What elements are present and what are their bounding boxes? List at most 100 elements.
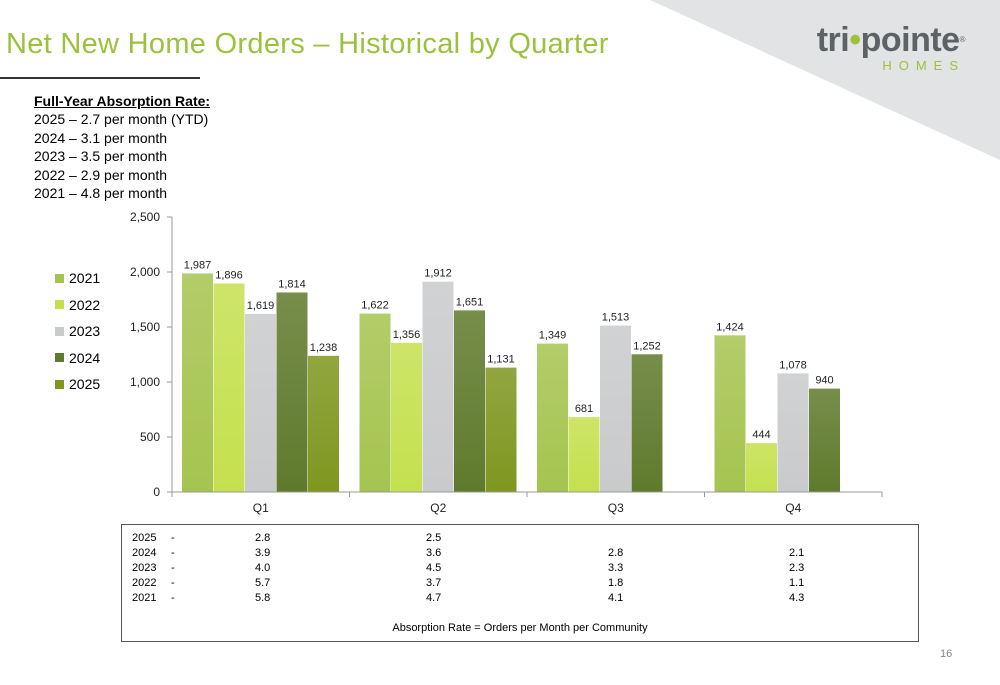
data-label: 681	[575, 403, 593, 415]
bar-2024-q4	[809, 388, 840, 492]
y-tick-label: 500	[140, 430, 160, 444]
table-dash: -	[171, 592, 175, 604]
absorption-line: 2022 – 2.9 per month	[34, 166, 168, 183]
bar-2022-q1	[213, 283, 245, 492]
x-tick-label: Q3	[608, 501, 624, 515]
data-label: 940	[815, 375, 833, 387]
table-row: 2025 - 2.8 2.5	[122, 532, 918, 546]
bar-2023-q3	[600, 325, 631, 492]
legend-label: 2024	[69, 349, 101, 366]
chart-legend: 2021 2022 2023 2024 2025	[55, 265, 100, 398]
data-label: 1,424	[716, 321, 744, 333]
table-value-q3: 2.8	[608, 547, 624, 559]
data-label: 1,619	[247, 300, 275, 312]
legend-swatch	[55, 326, 64, 336]
data-label: 1,252	[633, 340, 661, 352]
logo-text-tri: tri	[816, 21, 850, 59]
table-value-q2: 4.7	[426, 592, 442, 604]
logo-text-homes: HOMES	[882, 58, 965, 73]
table-value-q1: 3.9	[255, 547, 271, 559]
table-value-q4: 2.3	[789, 562, 805, 574]
table-dash: -	[171, 547, 175, 559]
table-value-q1: 5.8	[255, 592, 271, 604]
table-row: 2021 - 5.8 4.7 4.1 4.3	[122, 592, 918, 606]
absorption-heading: Full-Year Absorption Rate:	[34, 93, 211, 109]
legend-item-2023: 2023	[55, 318, 100, 345]
absorption-line: 2024 – 3.1 per month	[34, 129, 168, 146]
data-label: 1,896	[215, 269, 243, 281]
bar-2025-q1	[308, 355, 339, 492]
legend-swatch	[55, 273, 64, 283]
table-dash: -	[171, 562, 175, 574]
x-tick-label: Q4	[785, 501, 801, 515]
bar-2024-q2	[454, 310, 485, 492]
logo-registered: ®	[959, 35, 966, 44]
table-row: 2024 - 3.9 3.6 2.8 2.1	[122, 547, 918, 561]
table-value-q2: 2.5	[426, 532, 442, 544]
tri-pointe-logo: tri•pointe® HOMES	[816, 21, 966, 73]
data-label: 1,356	[393, 329, 421, 341]
legend-swatch	[55, 300, 64, 310]
table-footnote: Absorption Rate = Orders per Month per C…	[392, 622, 648, 634]
legend-label: 2025	[69, 376, 101, 393]
y-tick-label: 1,500	[130, 320, 160, 334]
bar-2021-q3	[537, 343, 568, 492]
page-number: 16	[940, 648, 953, 660]
table-value-q3: 3.3	[608, 562, 624, 574]
table-value-q2: 3.7	[426, 577, 442, 589]
data-label: 1,622	[361, 300, 389, 312]
table-year: 2021	[132, 592, 157, 604]
legend-label: 2021	[69, 270, 101, 287]
absorption-rate-table: 2025 - 2.8 2.5 2024 - 3.9 3.6 2.8 2.1 20…	[121, 524, 919, 642]
table-year: 2023	[132, 562, 157, 574]
legend-label: 2023	[69, 323, 101, 340]
bar-2021-q1	[182, 273, 213, 492]
bar-2025-q2	[485, 367, 517, 492]
y-tick-label: 0	[153, 485, 160, 499]
table-value-q1: 4.0	[255, 562, 271, 574]
data-label: 444	[752, 429, 770, 441]
bar-2021-q4	[714, 335, 746, 492]
data-label: 1,349	[539, 330, 567, 342]
absorption-line: 2021 – 4.8 per month	[34, 185, 168, 202]
logo-text-pointe: pointe	[860, 21, 960, 59]
legend-item-2024: 2024	[55, 345, 100, 372]
legend-item-2021: 2021	[55, 265, 100, 292]
table-year: 2022	[132, 577, 157, 589]
table-value-q1: 5.7	[255, 577, 271, 589]
table-value-q2: 4.5	[426, 562, 442, 574]
y-tick-label: 2,000	[130, 265, 160, 279]
bar-2022-q4	[746, 443, 777, 492]
table-dash: -	[171, 577, 175, 589]
table-value-q4: 2.1	[789, 547, 805, 559]
data-label: 1,912	[424, 268, 452, 280]
corner-triangle	[650, 0, 1000, 160]
table-value-q1: 2.8	[255, 532, 271, 544]
y-tick-label: 2,500	[130, 210, 160, 224]
bar-2023-q2	[422, 281, 454, 492]
bar-2022-q2	[391, 342, 422, 492]
bar-2024-q3	[631, 354, 663, 492]
legend-swatch	[55, 353, 64, 363]
legend-item-2022: 2022	[55, 292, 100, 319]
legend-swatch	[55, 379, 64, 389]
table-dash: -	[171, 532, 175, 544]
table-value-q2: 3.6	[426, 547, 442, 559]
table-row: 2022 - 5.7 3.7 1.8 1.1	[122, 577, 918, 591]
data-label: 1,651	[456, 296, 484, 308]
page-title: Net New Home Orders – Historical by Quar…	[6, 28, 609, 60]
bar-2021-q2	[359, 313, 391, 492]
x-tick-label: Q1	[253, 501, 269, 515]
y-tick-label: 1,000	[130, 375, 160, 389]
table-value-q4: 4.3	[789, 592, 805, 604]
legend-item-2025: 2025	[55, 371, 100, 398]
bar-2024-q1	[276, 292, 308, 492]
bar-2023-q4	[777, 373, 809, 492]
data-label: 1,987	[184, 259, 212, 271]
data-label: 1,078	[779, 359, 807, 371]
absorption-line: 2025 – 2.7 per month (YTD)	[34, 111, 209, 128]
table-value-q3: 1.8	[608, 577, 624, 589]
data-label: 1,814	[278, 278, 306, 290]
bar-2022-q3	[568, 417, 600, 492]
